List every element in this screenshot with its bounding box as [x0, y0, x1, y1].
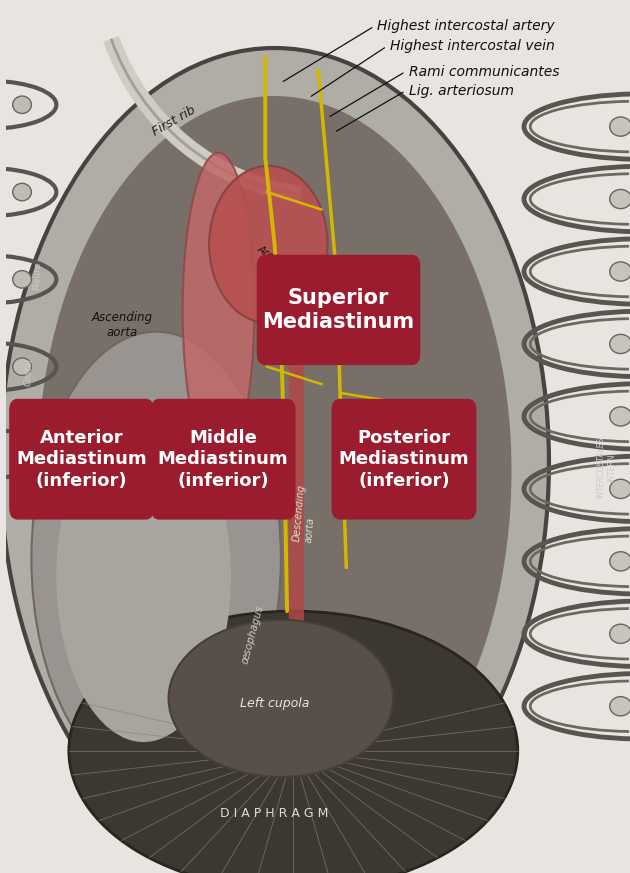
Text: Superior
Mediastinum: Superior Mediastinum: [263, 288, 415, 332]
FancyBboxPatch shape: [10, 400, 153, 519]
Ellipse shape: [38, 96, 512, 847]
Text: D I A P H R A G M: D I A P H R A G M: [220, 808, 329, 820]
Text: Anterior
Mediastinum
(inferior): Anterior Mediastinum (inferior): [16, 429, 147, 490]
Text: Highest intercostal artery: Highest intercostal artery: [377, 19, 555, 33]
Ellipse shape: [610, 697, 630, 716]
FancyBboxPatch shape: [258, 256, 419, 364]
Ellipse shape: [13, 358, 32, 375]
Text: Posterior
Mediastinum
(inferior): Posterior Mediastinum (inferior): [339, 429, 469, 490]
Text: Pericardium: Pericardium: [94, 505, 169, 518]
Text: First rib: First rib: [150, 103, 198, 138]
Ellipse shape: [13, 183, 32, 201]
Text: Descending
aorta: Descending aorta: [292, 485, 319, 543]
Text: Lig. arteriosum: Lig. arteriosum: [409, 84, 513, 98]
Text: œsophagus: œsophagus: [240, 604, 266, 665]
Ellipse shape: [13, 96, 32, 113]
Ellipse shape: [610, 479, 630, 498]
FancyBboxPatch shape: [152, 400, 295, 519]
Ellipse shape: [610, 189, 630, 209]
Text: Middle
Mediastinum
(inferior): Middle Mediastinum (inferior): [158, 429, 289, 490]
Text: INTERCOSTALES
INTERNI: INTERCOSTALES INTERNI: [597, 436, 616, 498]
Ellipse shape: [209, 166, 328, 323]
Text: Highest intercostal vein: Highest intercostal vein: [390, 39, 554, 53]
Text: Pleura: Pleura: [33, 261, 43, 290]
Ellipse shape: [610, 117, 630, 136]
Ellipse shape: [69, 611, 518, 873]
Text: Ascending
aorta: Ascending aorta: [91, 311, 152, 339]
Text: Arch of aorta: Arch of aorta: [256, 243, 317, 290]
Ellipse shape: [32, 332, 281, 786]
Text: Left cupola: Left cupola: [240, 698, 310, 710]
Ellipse shape: [610, 262, 630, 281]
Ellipse shape: [13, 445, 32, 463]
Ellipse shape: [610, 334, 630, 354]
Ellipse shape: [610, 407, 630, 426]
Text: Rami communicantes: Rami communicantes: [409, 65, 559, 79]
Ellipse shape: [56, 410, 231, 742]
Ellipse shape: [610, 552, 630, 571]
Ellipse shape: [0, 48, 549, 873]
Text: Costal: Costal: [24, 358, 34, 386]
Ellipse shape: [13, 271, 32, 288]
Ellipse shape: [183, 153, 255, 467]
FancyBboxPatch shape: [333, 400, 476, 519]
Ellipse shape: [610, 624, 630, 643]
Ellipse shape: [169, 620, 393, 777]
